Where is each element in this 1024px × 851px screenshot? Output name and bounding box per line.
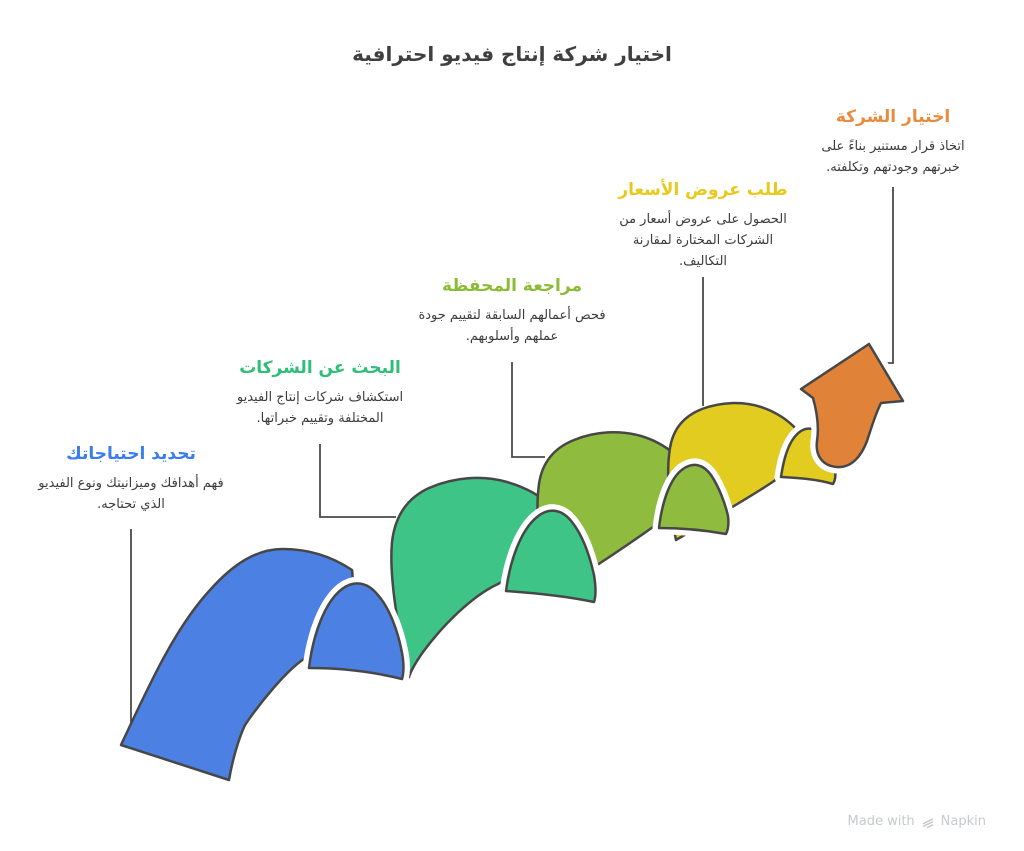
connector-step-3 <box>511 362 545 458</box>
step-1-description: فهم أهدافك وميزانيتك ونوع الفيديو الذي ت… <box>38 476 224 512</box>
connector-step-5 <box>881 187 894 364</box>
step-5-title: اختيار الشركة <box>835 107 951 127</box>
step-2-description: استكشاف شركات إنتاج الفيديو المختلفة وتق… <box>236 390 404 426</box>
arrow-shape <box>799 342 905 469</box>
connector-step-2 <box>319 444 396 518</box>
wave-2-ribbon <box>390 476 552 679</box>
wave-2-fold-group <box>499 504 602 609</box>
step-2-label: البحث عن الشركات استكشاف شركات إنتاج الف… <box>215 358 425 430</box>
wave-1-fold <box>307 582 405 681</box>
step-1-title: تحديد احتياجاتك <box>66 444 196 464</box>
step-4-title: طلب عروض الأسعار <box>618 180 788 200</box>
wave-1-fold-group <box>302 576 410 686</box>
page-title: اختيار شركة إنتاج فيديو احترافية <box>352 42 672 66</box>
step-2-title: البحث عن الشركات <box>239 358 401 378</box>
step-3-title: مراجعة المحفظة <box>442 276 582 296</box>
step-5-description: اتخاذ قرار مستنير بناءً على خبرتهم وجودت… <box>821 139 965 175</box>
step-5-label: اختيار الشركة اتخاذ قرار مستنير بناءً عل… <box>793 107 993 179</box>
connector-lines <box>130 187 894 725</box>
watermark: Made with Napkin <box>848 814 986 829</box>
watermark-prefix: Made with <box>847 814 915 829</box>
watermark-brand: Napkin <box>940 814 986 829</box>
wave-1-ribbon <box>119 547 354 782</box>
step-4-description: الحصول على عروض أسعار من الشركات المختار… <box>619 212 787 269</box>
wave-2-fold <box>504 509 597 604</box>
step-3-label: مراجعة المحفظة فحص أعمالهم السابقة لتقيي… <box>402 276 622 348</box>
wave-3-fold-group <box>652 458 735 541</box>
arrow-group <box>794 337 910 474</box>
wave-3-fold <box>657 463 730 536</box>
step-1-label: تحديد احتياجاتك فهم أهدافك وميزانيتك ونو… <box>26 444 236 516</box>
step-4-label: طلب عروض الأسعار الحصول على عروض أسعار م… <box>598 180 808 272</box>
napkin-logo-icon <box>922 817 933 828</box>
step-3-description: فحص أعمالهم السابقة لتقييم جودة عملهم وأ… <box>418 308 606 344</box>
